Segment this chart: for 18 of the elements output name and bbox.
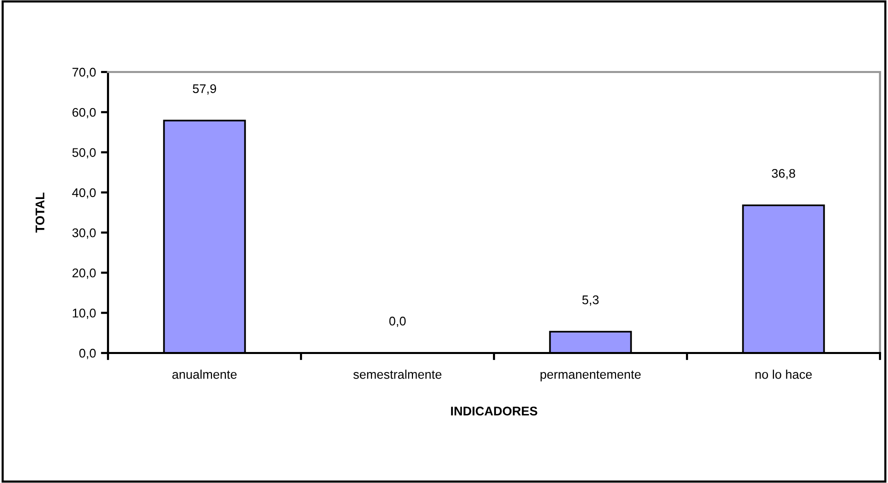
data-label: 5,3 (582, 295, 599, 306)
y-tick-label: 10,0 (72, 308, 96, 319)
y-tick-label: 30,0 (72, 228, 96, 239)
y-tick-label: 40,0 (72, 188, 96, 199)
x-tick-label: no lo hace (755, 370, 812, 379)
y-tick-label: 0,0 (79, 348, 96, 360)
y-tick-label: 50,0 (72, 148, 96, 158)
data-label: 36,8 (772, 168, 796, 180)
y-tick-label: 20,0 (72, 268, 96, 279)
x-tick-label: semestralmente (353, 370, 442, 379)
y-tick-label: 60,0 (72, 108, 96, 118)
y-axis-title: TOTAL (36, 192, 44, 233)
x-axis-title: INDICADORES (451, 406, 538, 416)
x-tick-label: anualmente (172, 370, 237, 379)
data-label: 0,0 (389, 316, 406, 328)
y-tick-label: 70,0 (72, 68, 96, 78)
x-tick-label: permanentemente (540, 370, 641, 382)
data-label: 57,9 (192, 84, 216, 95)
